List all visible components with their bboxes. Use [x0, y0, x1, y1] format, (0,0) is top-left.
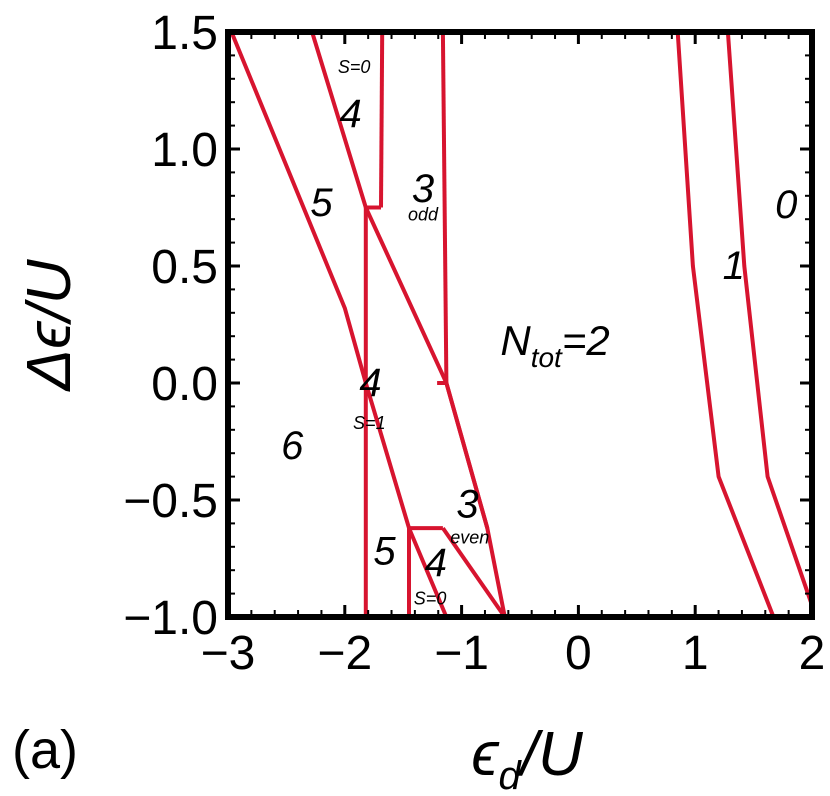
region-label: S=1 [353, 413, 386, 433]
y-tick-label: 0.5 [151, 241, 218, 294]
region-label: 6 [281, 424, 304, 468]
phase-boundary-7 [444, 382, 490, 529]
x-tick-label: −1 [434, 627, 489, 680]
ntot-rest: =2 [562, 317, 610, 364]
y-tick-label: 1.5 [151, 7, 218, 60]
x-tick-label: −2 [317, 627, 372, 680]
ntot-annotation: Ntot=2 [500, 317, 609, 373]
x-tick-label: −3 [201, 627, 256, 680]
region-label: 1 [723, 244, 745, 288]
region-label: S=0 [338, 57, 371, 77]
region-label: 3 [456, 483, 478, 527]
x-axis-label: ϵd/U [471, 720, 584, 796]
x-tick-label: 2 [799, 627, 826, 680]
x-axis-label-main: ϵ [471, 720, 500, 789]
region-label: S=0 [414, 588, 447, 608]
ntot-subscript: tot [531, 342, 563, 373]
x-tick-label: 0 [565, 627, 592, 680]
phase-boundary-10 [441, 526, 507, 619]
region-label: 3 [412, 167, 434, 211]
region-label: even [450, 527, 489, 547]
region-label: 0 [775, 183, 797, 227]
region-label: 5 [310, 181, 333, 225]
boundaries-layer [229, 31, 814, 619]
x-axis-label-subscript: d [499, 754, 523, 796]
region-label: 5 [373, 529, 396, 573]
plot-frame [225, 29, 815, 620]
region-label: 4 [340, 92, 362, 136]
y-tick-label: 0.0 [151, 358, 218, 411]
panel-label: (a) [12, 720, 78, 780]
x-tick-label: 1 [682, 627, 709, 680]
region-label: 4 [359, 361, 381, 405]
phase-boundary-11 [675, 31, 776, 618]
phase-boundary-12 [725, 31, 814, 606]
region-label: odd [408, 205, 439, 225]
x-axis-label-rest: /U [517, 720, 584, 789]
phase-boundary-5 [440, 31, 449, 384]
tick-labels-layer: −3 −2 −1 0 1 2−1.0−0.50.00.51.01.5 [123, 7, 825, 680]
phase-boundary-4 [379, 31, 385, 208]
y-axis-label: Δϵ/U [15, 258, 84, 392]
region-label: 4 [425, 541, 447, 585]
y-tick-label: −0.5 [123, 475, 218, 528]
y-tick-label: −1.0 [123, 592, 218, 645]
ntot-main-text: N [500, 317, 531, 364]
y-tick-label: 1.0 [151, 124, 218, 177]
